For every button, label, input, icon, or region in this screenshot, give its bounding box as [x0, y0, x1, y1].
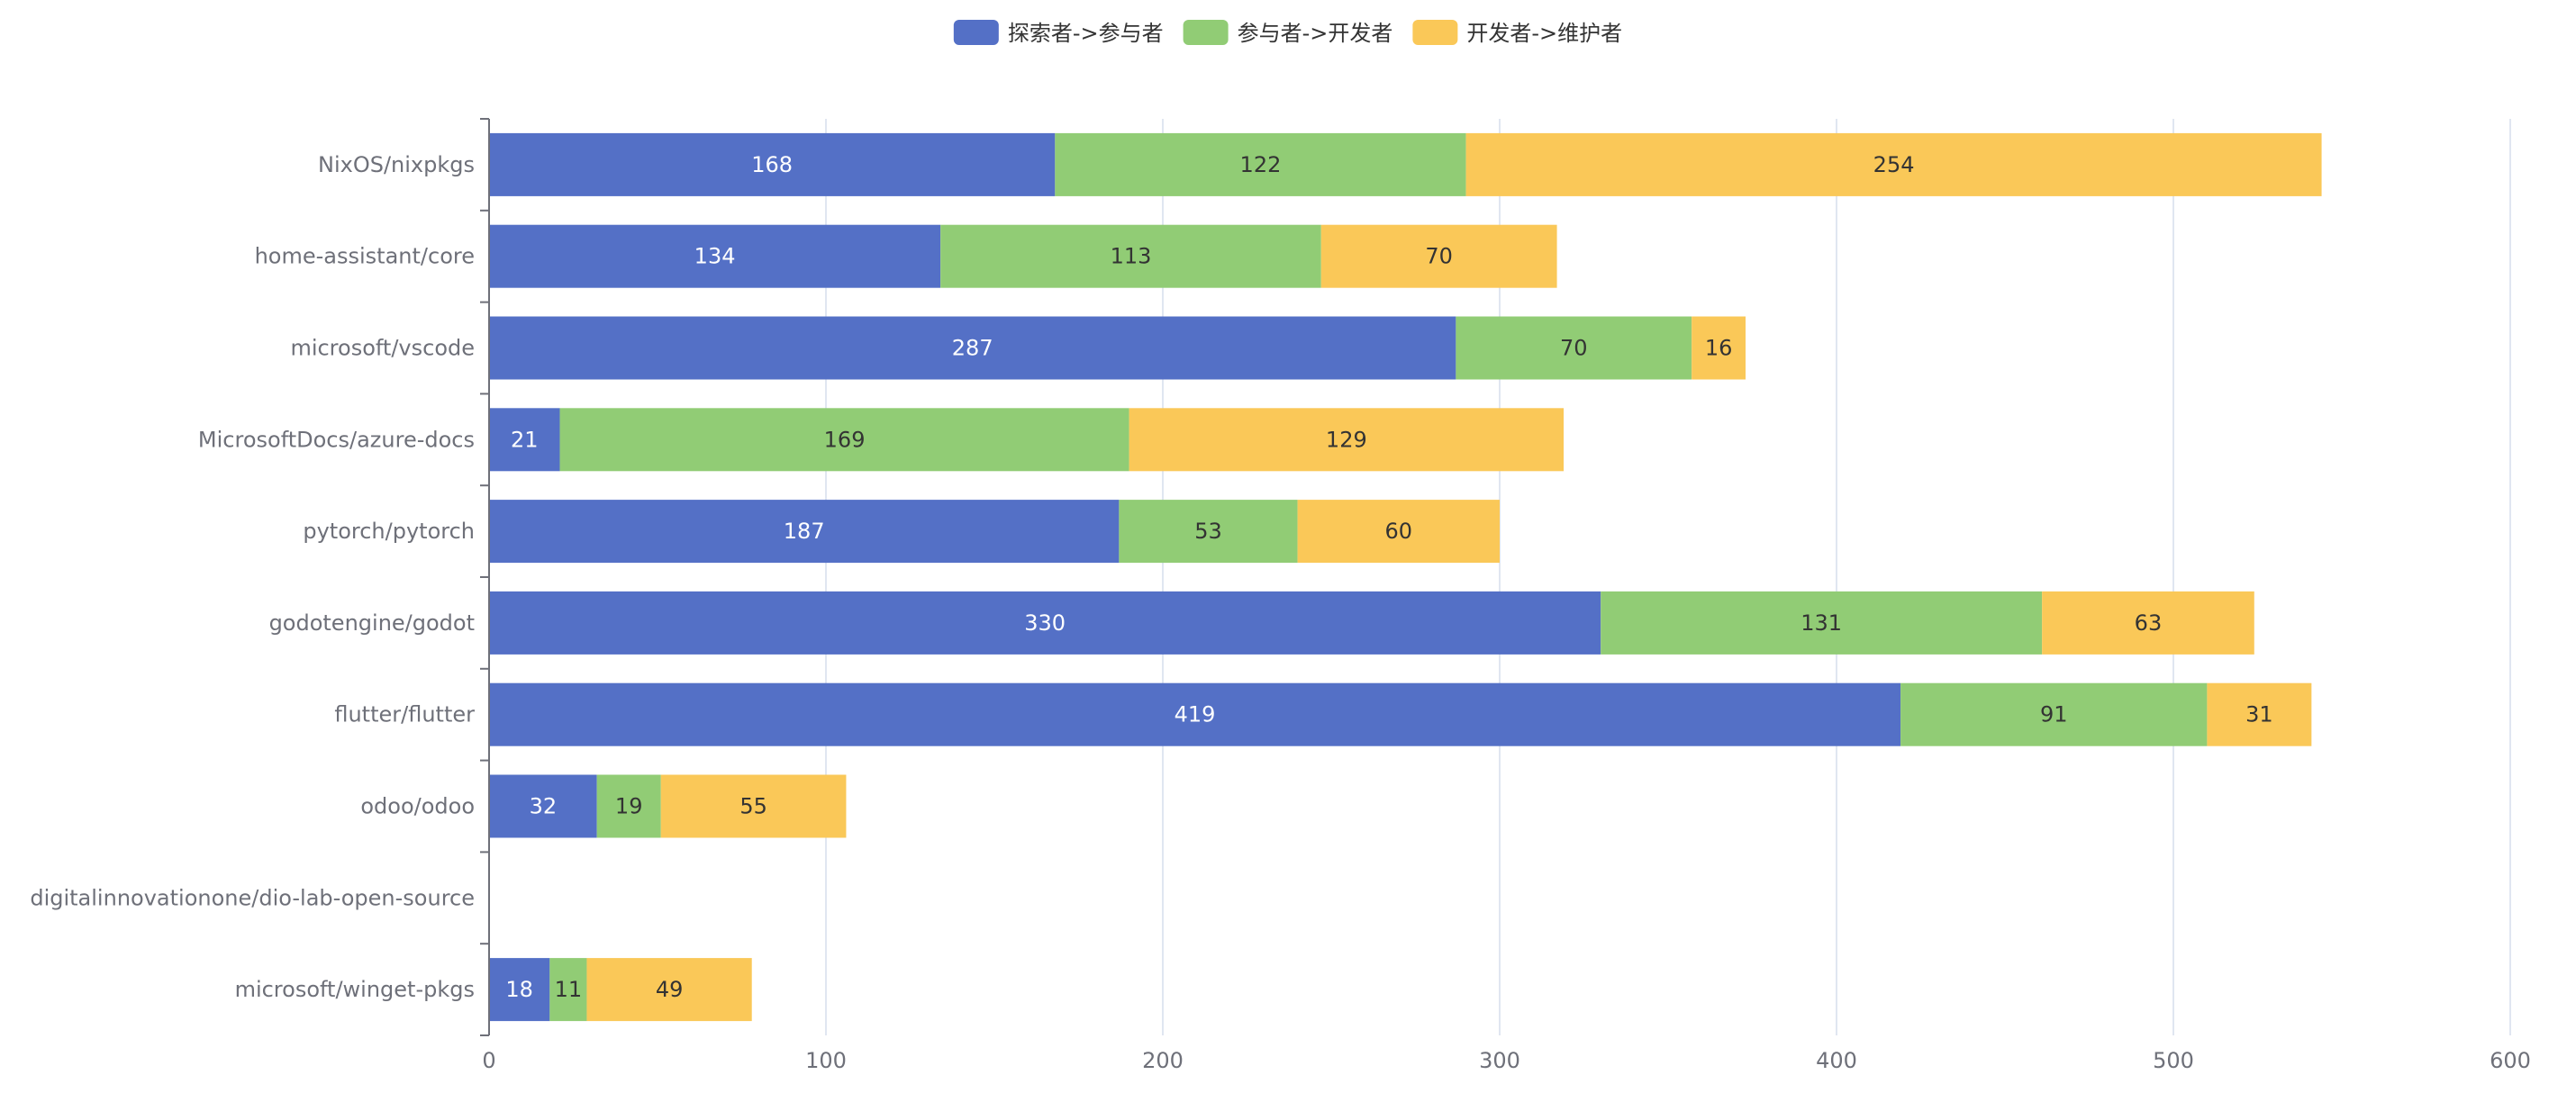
bar-segment[interactable]	[1601, 591, 2043, 655]
bar-segment[interactable]	[489, 958, 550, 1022]
bar-value-label: 287	[952, 336, 993, 361]
bar-segment[interactable]	[1297, 500, 1500, 564]
x-tick-label: 200	[1142, 1048, 1184, 1073]
bar-segment[interactable]	[2207, 682, 2312, 746]
bar-value-label: 168	[751, 152, 793, 177]
bar-segment[interactable]	[559, 408, 1129, 472]
x-tick-label: 500	[2153, 1048, 2194, 1073]
x-tick-label: 400	[1816, 1048, 1857, 1073]
bar-segment[interactable]	[489, 500, 1120, 564]
bar-value-label: 70	[1425, 244, 1453, 269]
bar-value-label: 134	[694, 244, 736, 269]
axes: 0 100 200 300 400 500 600 NixOS/nixpkgs home-ass…	[30, 118, 2531, 1073]
bar-value-label: 122	[1240, 152, 1282, 177]
y-category-label: MicrosoftDocs/azure-docs	[198, 427, 475, 452]
bar-segment[interactable]	[1692, 316, 1746, 380]
bar-segment[interactable]	[1129, 408, 1565, 472]
legend-label: 参与者->开发者	[1238, 21, 1393, 46]
y-category-label: flutter/flutter	[334, 702, 475, 727]
bar-value-label: 113	[1111, 244, 1152, 269]
bar-segment[interactable]	[489, 316, 1456, 380]
bar-segment[interactable]	[1465, 132, 2322, 196]
x-tick-label: 100	[805, 1048, 847, 1073]
y-category-label: microsoft/vscode	[290, 336, 475, 361]
y-category-label: home-assistant/core	[255, 244, 475, 269]
bar-value-label: 16	[1705, 336, 1733, 361]
bar-value-label: 129	[1326, 427, 1367, 452]
bar-value-label: 53	[1194, 519, 1222, 544]
bar-value-label: 254	[1873, 152, 1915, 177]
bar-value-label: 19	[615, 794, 643, 819]
bar-segment[interactable]	[2042, 591, 2254, 655]
bar-value-label: 32	[530, 794, 558, 819]
legend-item[interactable]: 探索者->参与者	[953, 20, 1164, 46]
bar-segment[interactable]	[1900, 682, 2208, 746]
bar-segment[interactable]	[660, 774, 847, 838]
bar-value-label: 63	[2135, 610, 2163, 636]
bar-segment[interactable]	[1119, 500, 1298, 564]
bar-value-label: 60	[1385, 519, 1413, 544]
bar-segment[interactable]	[489, 682, 1901, 746]
bar-segment[interactable]	[489, 224, 941, 288]
bar-value-label: 55	[739, 794, 767, 819]
bar-value-label: 31	[2245, 702, 2273, 727]
bar-value-label: 91	[2040, 702, 2068, 727]
y-category-label: microsoft/winget-pkgs	[235, 977, 475, 1002]
bar-segment[interactable]	[489, 774, 597, 838]
x-tick-label: 300	[1479, 1048, 1520, 1073]
bar-value-label: 21	[511, 427, 539, 452]
legend[interactable]: 探索者->参与者 参与者->开发者 开发者->维护者	[953, 20, 1622, 46]
bar-value-label: 419	[1175, 702, 1216, 727]
bar-segment[interactable]	[489, 591, 1601, 655]
legend-item[interactable]: 开发者->维护者	[1412, 20, 1622, 46]
bar-segment[interactable]	[489, 408, 560, 472]
bars[interactable]	[489, 132, 2322, 1022]
legend-swatch	[1183, 20, 1229, 45]
y-category-label: pytorch/pytorch	[303, 519, 475, 544]
bar-segment[interactable]	[1055, 132, 1466, 196]
legend-label: 探索者->参与者	[1008, 21, 1164, 46]
bar-value-label: 330	[1024, 610, 1066, 636]
bar-value-label: 131	[1800, 610, 1842, 636]
bar-segment[interactable]	[1456, 316, 1692, 380]
legend-swatch	[953, 20, 999, 45]
y-category-label: odoo/odoo	[360, 794, 475, 819]
bar-value-label: 70	[1560, 336, 1588, 361]
x-tick-label: 0	[482, 1048, 495, 1073]
bar-segment[interactable]	[940, 224, 1321, 288]
x-tick-label: 600	[2490, 1048, 2531, 1073]
y-category-label: NixOS/nixpkgs	[318, 152, 475, 177]
bar-segment[interactable]	[586, 958, 752, 1022]
bar-segment[interactable]	[596, 774, 661, 838]
bar-value-label: 18	[505, 977, 533, 1002]
bar-value-label: 49	[656, 977, 684, 1002]
legend-swatch	[1412, 20, 1458, 45]
data-labels: 168 122 254 134 113 70 287 70 16 21 169 129 187 53 60 3…	[482, 152, 2272, 1002]
bar-segment[interactable]	[1320, 224, 1557, 288]
bar-segment[interactable]	[549, 958, 587, 1022]
bar-segment[interactable]	[489, 132, 1056, 196]
legend-label: 开发者->维护者	[1466, 21, 1622, 46]
bar-value-label: 169	[824, 427, 866, 452]
y-category-label: godotengine/godot	[269, 610, 475, 636]
bar-value-label: 11	[555, 977, 583, 1002]
legend-item[interactable]: 参与者->开发者	[1183, 20, 1393, 46]
y-category-label: digitalinnovationone/dio-lab-open-source	[30, 885, 475, 910]
bar-value-label: 187	[784, 519, 825, 544]
